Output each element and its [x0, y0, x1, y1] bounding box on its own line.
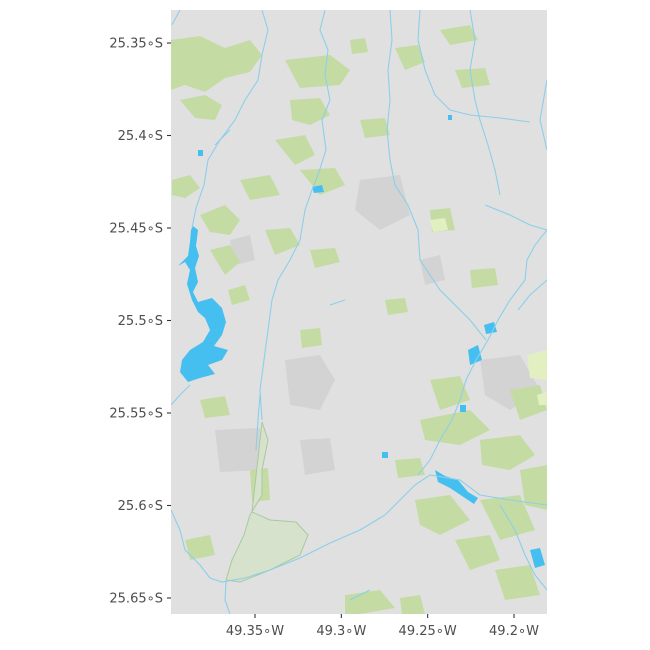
y-tick-label: 25.55∘S — [109, 407, 163, 422]
y-tick-label: 25.65∘S — [109, 592, 163, 607]
x-tick-label: 49.25∘W — [399, 624, 457, 639]
y-tick-label: 25.45∘S — [109, 222, 163, 237]
x-tick-label: 49.35∘W — [226, 624, 284, 639]
light-patches — [430, 218, 547, 405]
rivers — [171, 10, 547, 614]
x-tick-label: 49.3∘W — [316, 624, 366, 639]
map-panel — [171, 10, 547, 614]
y-tick-label: 25.4∘S — [118, 129, 163, 144]
y-tick-label: 25.6∘S — [118, 499, 163, 514]
x-tick-label: 49.2∘W — [489, 624, 539, 639]
x-axis: 49.35∘W 49.3∘W 49.25∘W 49.2∘W — [226, 614, 539, 639]
y-tick-label: 25.5∘S — [118, 314, 163, 329]
small-water-bodies — [198, 115, 545, 568]
protected-area — [225, 421, 309, 583]
y-axis: 25.35∘S 25.4∘S 25.45∘S 25.5∘S 25.55∘S 25.6∘S 2… — [109, 37, 171, 607]
y-tick-label: 25.35∘S — [109, 37, 163, 52]
reservoir — [178, 226, 228, 382]
land-background — [171, 10, 547, 614]
